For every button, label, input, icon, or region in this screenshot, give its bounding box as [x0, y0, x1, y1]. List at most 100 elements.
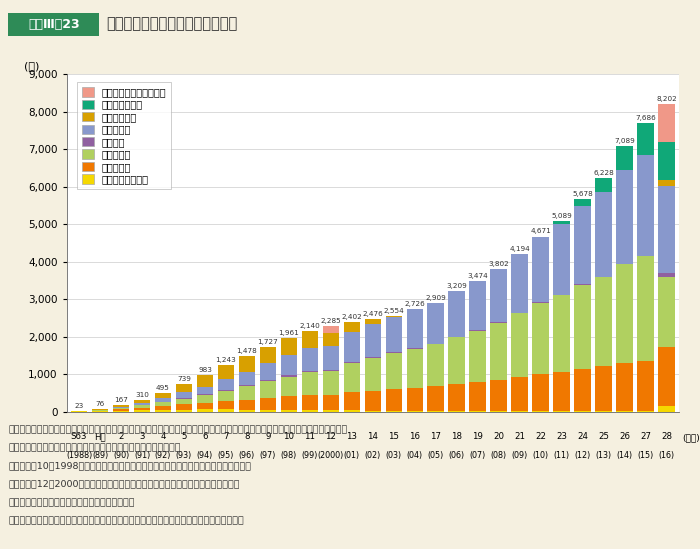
Bar	[386, 389, 402, 411]
Bar	[554, 223, 570, 295]
Bar	[176, 397, 192, 399]
Bar	[658, 406, 675, 412]
Bar	[637, 256, 654, 361]
Bar	[155, 410, 172, 412]
Text: 27: 27	[640, 432, 651, 441]
Bar	[470, 331, 486, 383]
Text: 資料Ⅲ－23: 資料Ⅲ－23	[28, 18, 80, 31]
Text: (12): (12)	[575, 451, 591, 460]
Text: (94): (94)	[197, 451, 213, 460]
Bar	[344, 363, 360, 392]
Bar	[407, 310, 423, 348]
Bar	[260, 410, 276, 412]
Bar	[323, 371, 339, 395]
Bar	[302, 348, 318, 371]
Text: (99): (99)	[302, 451, 318, 460]
Bar	[491, 380, 507, 411]
Text: (93): (93)	[176, 451, 192, 460]
Bar	[134, 400, 150, 404]
Bar	[449, 292, 465, 337]
Text: 2,909: 2,909	[426, 295, 446, 300]
Bar	[386, 352, 402, 353]
Text: 8: 8	[244, 432, 250, 441]
Bar	[239, 400, 255, 410]
Text: 26: 26	[619, 432, 630, 441]
Bar	[658, 273, 675, 277]
Text: 23: 23	[556, 432, 567, 441]
Text: 4,194: 4,194	[509, 247, 530, 253]
Bar	[386, 353, 402, 389]
Bar	[218, 379, 234, 390]
Bar	[658, 277, 675, 347]
Bar	[218, 391, 234, 401]
Bar	[428, 302, 444, 344]
Bar	[260, 347, 276, 363]
Text: 2: 2	[118, 432, 124, 441]
Bar	[386, 411, 402, 412]
Text: (04): (04)	[407, 451, 423, 460]
Bar	[616, 170, 633, 264]
Text: 5,678: 5,678	[572, 191, 593, 197]
Bar	[218, 390, 234, 391]
Bar	[323, 370, 339, 371]
Bar	[281, 377, 297, 396]
Bar	[533, 374, 549, 411]
Bar	[344, 322, 360, 332]
Bar	[428, 386, 444, 411]
Text: (09): (09)	[512, 451, 528, 460]
Bar	[197, 394, 213, 395]
Bar	[533, 302, 549, 374]
Bar	[155, 393, 172, 399]
Bar	[637, 155, 654, 256]
Bar	[658, 180, 675, 186]
Text: (年度): (年度)	[682, 434, 700, 442]
Text: S63: S63	[71, 432, 88, 441]
Text: 1,243: 1,243	[216, 357, 237, 363]
Text: 2,140: 2,140	[300, 323, 320, 329]
Text: 18: 18	[452, 432, 462, 441]
Bar	[344, 332, 360, 362]
Bar	[574, 285, 591, 368]
Bar	[595, 366, 612, 411]
Text: (2000): (2000)	[318, 451, 344, 460]
Bar	[554, 221, 570, 223]
Bar	[239, 410, 255, 412]
Text: 5,089: 5,089	[551, 213, 572, 219]
Bar	[574, 206, 591, 284]
Text: 5: 5	[181, 432, 187, 441]
Text: 借入、リース、レンタル等）、保有期間の長短は問わない。: 借入、リース、レンタル等）、保有期間の長短は問わない。	[8, 444, 181, 452]
Bar	[407, 348, 423, 349]
Text: (14): (14)	[617, 451, 633, 460]
Bar	[239, 356, 255, 372]
Bar	[574, 368, 591, 411]
Bar	[365, 319, 381, 324]
Bar	[302, 371, 318, 372]
Bar	[616, 363, 633, 411]
Bar	[323, 326, 339, 333]
Text: 15: 15	[389, 432, 399, 441]
Bar	[365, 357, 381, 358]
Text: 1,478: 1,478	[237, 348, 258, 354]
Bar	[470, 383, 486, 411]
Text: 注１：林業事業体が自己で使用するために、当該年度中に保有した機械の台数を集計したものであり、保有の形態（所有、他からの: 注１：林業事業体が自己で使用するために、当該年度中に保有した機械の台数を集計した…	[8, 425, 348, 434]
Bar	[260, 398, 276, 410]
Bar	[302, 395, 318, 410]
Bar	[134, 405, 150, 407]
Text: (07): (07)	[470, 451, 486, 460]
Bar	[197, 410, 213, 412]
Bar	[92, 409, 108, 410]
Text: 16: 16	[410, 432, 420, 441]
Bar	[637, 361, 654, 411]
Bar	[239, 372, 255, 385]
Bar	[428, 344, 444, 386]
Text: 2,476: 2,476	[363, 311, 383, 317]
Text: 1,727: 1,727	[258, 339, 278, 345]
Bar	[302, 372, 318, 395]
Text: (1988): (1988)	[66, 451, 92, 460]
Bar	[512, 254, 528, 313]
Text: (02): (02)	[365, 451, 381, 460]
Legend: その他の高性能林業機械, スイングヤーダ, タワーヤーダ, フォワーダ, スキッダ, プロセッサ, ハーベスタ, フェラーバンチャ: その他の高性能林業機械, スイングヤーダ, タワーヤーダ, フォワーダ, スキッ…	[78, 82, 172, 189]
Bar	[470, 282, 486, 330]
Bar	[176, 410, 192, 412]
Text: 2,554: 2,554	[384, 308, 404, 314]
